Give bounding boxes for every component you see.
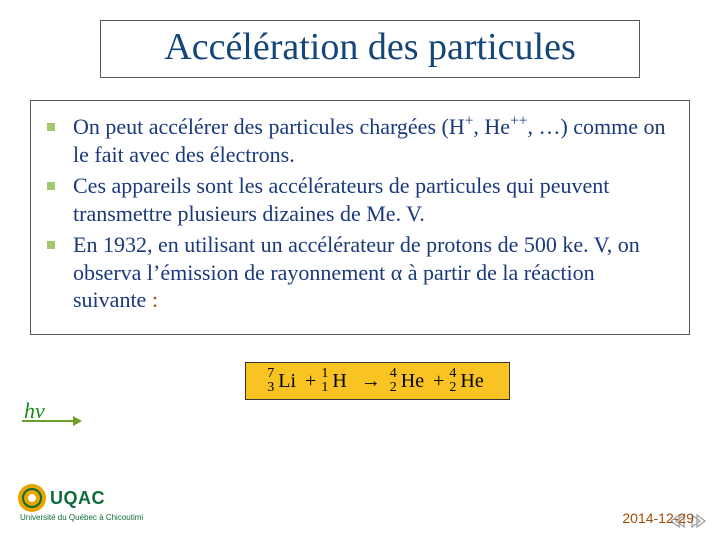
atomic-number: 1 [321, 381, 328, 395]
equation-box: 7 3 Li + 1 1 H → 4 2 He + 4 2 He [245, 362, 510, 400]
title-box: Accélération des particules [100, 20, 640, 78]
bullet-text: Ces appareils sont les accélérateurs de … [73, 172, 673, 227]
content-box: On peut accélérer des particules chargée… [30, 100, 690, 335]
bullet-marker-icon [47, 241, 55, 249]
element-symbol: He [459, 370, 487, 393]
bullet-item: On peut accélérer des particules chargée… [47, 113, 673, 168]
bullet-marker-icon [47, 123, 55, 131]
atomic-number: 2 [449, 381, 456, 395]
mass-charge: 1 1 [321, 367, 328, 395]
atomic-number: 2 [390, 381, 397, 395]
prev-icon [668, 512, 686, 530]
mass-charge: 4 2 [390, 367, 397, 395]
logo-text: UQAC [50, 488, 105, 509]
plus-operator: + [302, 370, 319, 393]
equation: 7 3 Li + 1 1 H → 4 2 He + 4 2 He [252, 367, 503, 395]
next-icon [690, 512, 708, 530]
slide-title: Accélération des particules [164, 26, 575, 68]
mass-number: 4 [449, 367, 456, 381]
plus-operator: + [430, 370, 447, 393]
mass-number: 1 [321, 367, 328, 381]
mass-number: 4 [390, 367, 397, 381]
element-symbol: He [400, 370, 428, 393]
logo-roundel-icon [18, 484, 46, 512]
bullet-text: On peut accélérer des particules chargée… [73, 113, 673, 168]
prev-slide-button[interactable] [666, 510, 688, 532]
element-symbol: H [331, 370, 350, 393]
bullet-item: Ces appareils sont les accélérateurs de … [47, 172, 673, 227]
hv-arrow-icon [22, 420, 80, 422]
mass-charge: 4 2 [449, 367, 456, 395]
slide: Accélération des particules On peut accé… [0, 0, 720, 540]
atomic-number: 3 [267, 381, 274, 395]
bullet-item: En 1932, en utilisant un accélérateur de… [47, 231, 673, 314]
element-symbol: Li [277, 370, 300, 393]
nav-controls [666, 510, 710, 532]
mass-number: 7 [267, 367, 274, 381]
reaction-arrow-icon: → [353, 370, 388, 393]
mass-charge: 7 3 [267, 367, 274, 395]
bullet-marker-icon [47, 182, 55, 190]
logo-subtext: Université du Québec à Chicoutimi [20, 513, 143, 522]
next-slide-button[interactable] [688, 510, 710, 532]
uqac-logo: UQAC Université du Québec à Chicoutimi [18, 484, 143, 522]
bullet-text: En 1932, en utilisant un accélérateur de… [73, 231, 673, 314]
